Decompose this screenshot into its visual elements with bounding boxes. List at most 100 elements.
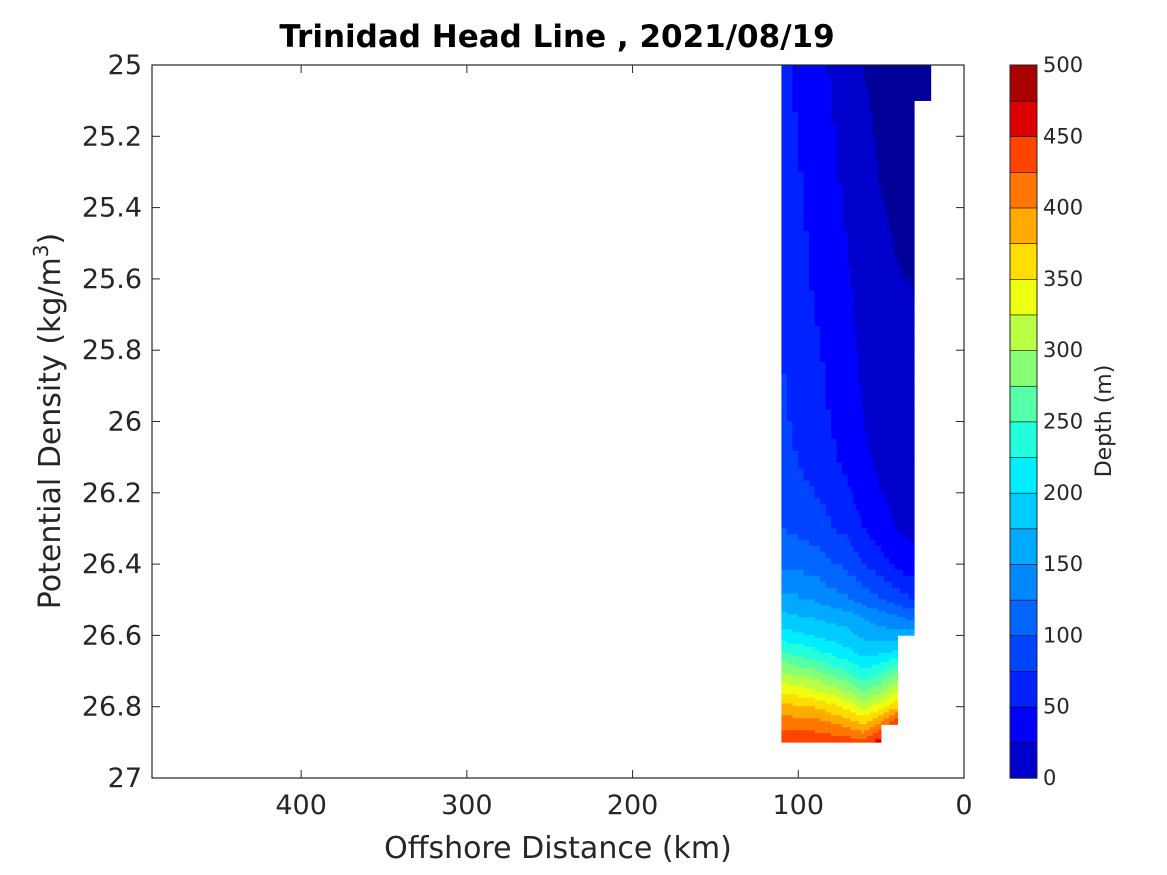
- contour-cell: [894, 652, 899, 657]
- contour-cell: [883, 626, 887, 630]
- contour-cell: [894, 504, 899, 511]
- contour-cell: [792, 629, 799, 633]
- contour-cell: [797, 688, 805, 693]
- contour-cell: [820, 575, 827, 583]
- contour-cell: [872, 183, 876, 197]
- contour-cell: [911, 629, 915, 633]
- contour-cell: [867, 314, 871, 327]
- contour-cell: [853, 510, 857, 517]
- contour-cell: [872, 266, 876, 280]
- contour-cell: [858, 599, 863, 604]
- contour-cell: [792, 242, 799, 256]
- contour-cell: [831, 427, 838, 434]
- contour-cell: [847, 644, 852, 648]
- contour-cell: [889, 522, 893, 529]
- contour-cell: [908, 450, 912, 458]
- contour-cell: [792, 462, 799, 470]
- contour-cell: [894, 569, 899, 577]
- contour-cell: [855, 242, 860, 256]
- contour-cell: [831, 739, 838, 743]
- contour-cell: [853, 147, 857, 161]
- contour-cell: [850, 338, 854, 351]
- contour-cell: [880, 159, 885, 173]
- contour-cell: [850, 195, 854, 208]
- contour-cell: [855, 676, 860, 681]
- contour-cell: [875, 159, 879, 173]
- contour-cell: [905, 290, 910, 303]
- contour-cell: [872, 314, 876, 327]
- contour-cell: [880, 703, 885, 707]
- contour-cell: [842, 667, 849, 672]
- contour-cell: [855, 540, 860, 547]
- contour-cell: [842, 82, 849, 90]
- contour-cell: [908, 632, 912, 636]
- contour-cell: [786, 124, 794, 131]
- contour-cell: [855, 718, 860, 722]
- contour-cell: [861, 421, 865, 428]
- contour-cell: [869, 545, 874, 553]
- contour-cell: [905, 65, 910, 72]
- contour-cell: [861, 736, 865, 740]
- contour-cell: [897, 480, 901, 488]
- contour-cell: [809, 82, 816, 90]
- contour-cell: [847, 629, 852, 633]
- contour-cell: [880, 195, 885, 208]
- contour-cell: [792, 632, 799, 636]
- contour-cell: [825, 94, 832, 101]
- contour-cell: [836, 421, 843, 428]
- contour-cell: [905, 171, 910, 185]
- contour-cell: [820, 646, 827, 651]
- contour-cell: [858, 510, 863, 517]
- contour-cell: [897, 326, 901, 339]
- contour-cell: [836, 82, 843, 90]
- contour-cell: [853, 242, 857, 256]
- contour-cell: [850, 159, 854, 173]
- contour-cell: [792, 70, 799, 78]
- contour-cell: [842, 694, 849, 699]
- contour-cell: [809, 290, 816, 303]
- contour-cell: [869, 703, 874, 707]
- contour-cell: [883, 385, 887, 399]
- contour-cell: [825, 326, 832, 339]
- contour-cell: [894, 65, 899, 72]
- contour-cell: [781, 427, 788, 434]
- contour-cell: [842, 385, 849, 399]
- contour-cell: [905, 130, 910, 137]
- contour-cell: [872, 587, 876, 595]
- contour-cell: [897, 492, 901, 500]
- contour-cell: [911, 100, 915, 107]
- contour-cell: [850, 733, 854, 737]
- contour-cell: [781, 504, 788, 511]
- contour-cell: [875, 727, 879, 731]
- contour-cell: [872, 646, 876, 651]
- contour-cell: [786, 638, 794, 642]
- contour-cell: [797, 724, 805, 728]
- contour-cell: [814, 504, 821, 511]
- contour-cell: [886, 691, 890, 696]
- contour-cell: [814, 522, 821, 529]
- contour-cell: [861, 620, 865, 624]
- contour-cell: [858, 655, 863, 660]
- contour-cell: [867, 510, 871, 517]
- contour-cell: [803, 338, 810, 351]
- contour-cell: [858, 721, 863, 725]
- contour-cell: [891, 100, 896, 107]
- contour-cell: [872, 231, 876, 244]
- contour-cell: [831, 112, 838, 119]
- contour-cell: [825, 646, 832, 651]
- contour-cell: [820, 614, 827, 618]
- contour-cell: [889, 655, 893, 660]
- contour-cell: [855, 444, 860, 452]
- contour-cell: [814, 593, 821, 601]
- contour-cell: [825, 593, 832, 601]
- contour-cell: [867, 730, 871, 734]
- colorbar-band: [1009, 599, 1038, 637]
- contour-cell: [902, 605, 907, 609]
- contour-cell: [864, 649, 868, 654]
- contour-cell: [781, 474, 788, 482]
- contour-cell: [869, 522, 874, 529]
- contour-cell: [820, 632, 827, 636]
- contour-cell: [864, 569, 868, 577]
- contour-cell: [867, 124, 871, 131]
- contour-cell: [902, 100, 907, 107]
